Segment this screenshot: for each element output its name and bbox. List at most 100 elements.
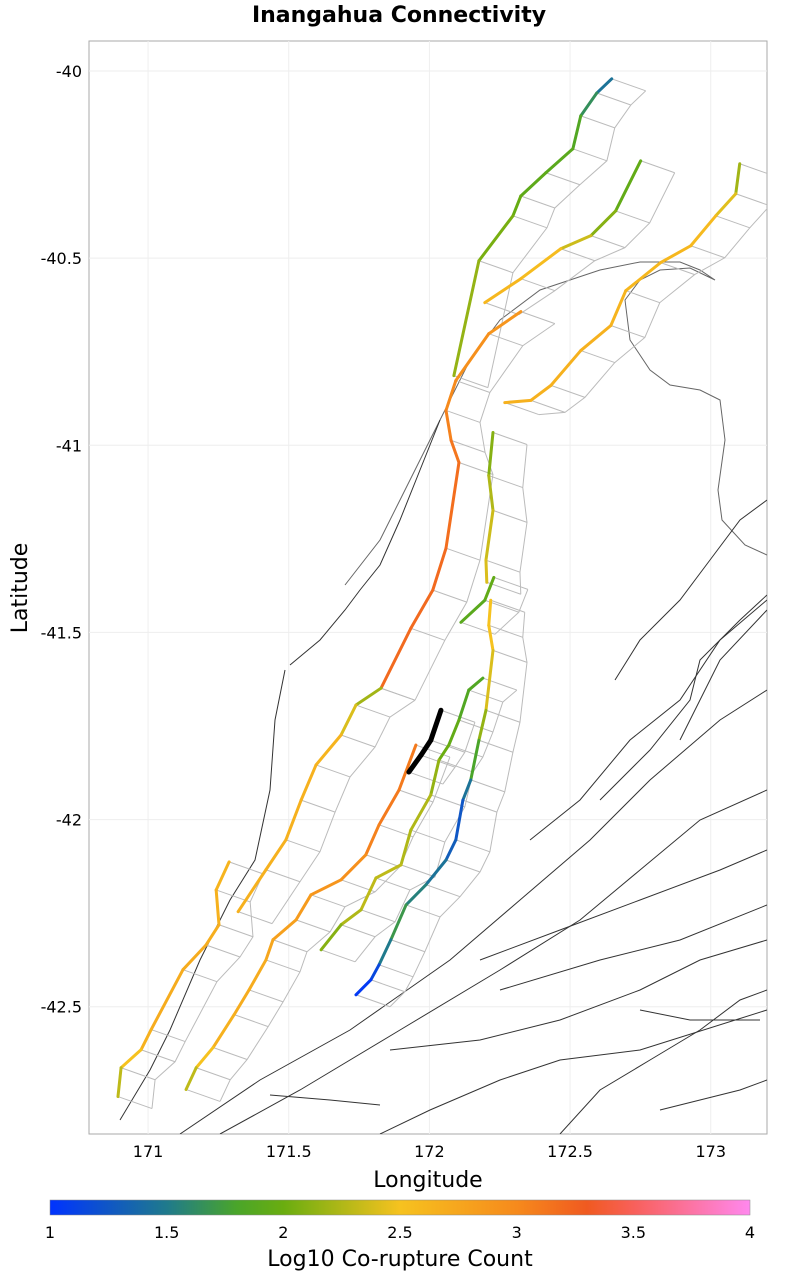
fault-section-rung [432,589,467,603]
fault-section-rung [504,402,539,416]
rupture-segment [309,878,343,897]
rupture-segment [614,159,643,213]
rupture-segment [659,244,693,265]
fault-section-rung [660,262,695,276]
fault-section-rung [611,78,646,92]
rupture-segment [116,1066,123,1099]
rupture-segment [511,194,523,218]
fault-section-lower-edge [518,172,676,316]
rupture-segment [487,474,495,512]
rupture-segment [319,923,343,952]
fault-trace [639,1009,760,1021]
rupture-segment [424,858,448,887]
colorbar-tick-label: 2.5 [387,1223,412,1242]
rupture-segment [431,546,448,592]
rupture-segment [519,171,548,198]
fault-section-rung [237,911,273,925]
fault-section-rung [490,599,525,613]
fault-section-rung [233,1014,269,1028]
rupture-segment [689,214,718,248]
fault-section-rung [378,824,414,838]
rupture-segment [624,261,663,293]
rupture-segment [214,888,221,927]
fault-section-rung [218,924,254,938]
rupture-segment [397,743,418,792]
rupture-segment [467,676,485,692]
fault-section-rung [378,964,414,978]
fault-section-rung [445,859,481,873]
fault-section-outlines [117,78,767,1110]
fault-section-rung [458,462,494,475]
fault-section-rung [492,649,528,663]
fault-section-rung [310,894,346,908]
fault-section-lower-edge [219,756,451,1102]
fault-section-rung [580,350,615,364]
rupture-segment [294,893,313,922]
fault-section-rung [408,771,444,785]
fault-section-rung [715,215,750,229]
rupture-segment [149,968,185,1032]
rupture-segment [487,310,523,336]
fault-section-rung [560,248,595,262]
rupture-segment [579,323,613,353]
fault-section-rung [320,949,356,963]
fault-section-rung [580,115,615,129]
fault-section-rung [300,799,336,813]
rupture-segment [483,575,496,602]
fault-section-rung [438,759,474,773]
rupture-segment [437,743,451,762]
rupture-segment [487,598,493,627]
fault-section-rung [315,764,351,778]
fault-section-lower-edge [354,689,518,963]
fault-section-rung [415,744,451,758]
y-tick-label: -41.5 [41,623,82,642]
fault-section-rung [212,1047,248,1061]
rupture-segment [354,978,373,997]
rupture-segment [461,778,473,802]
x-axis: 171 171.5 172 172.5 173 [133,1142,726,1161]
rupture-segment [139,1028,153,1052]
x-axis-label: Longitude [373,1168,482,1193]
fault-section-rung [445,547,481,561]
rupture-segment [519,247,563,281]
rupture-segment [377,788,401,827]
fault-section-rung [151,1029,186,1043]
fault-section-rung [625,290,660,304]
source-rupture-segment [418,737,434,758]
fault-section-rung [425,884,461,898]
rupture-segment [571,114,583,151]
y-tick-label: -41 [56,436,82,455]
rupture-segment [487,431,495,478]
fault-section-rung [512,215,548,229]
source-rupture-segment [428,707,444,743]
fault-section-rung [248,989,284,1003]
fault-section-rung [478,739,514,753]
fault-section-rung [470,779,505,793]
rupture-segment [452,259,481,378]
rupture-segment [483,277,523,305]
colorbar-tick-label: 3.5 [621,1223,646,1242]
fault-section-rung [520,311,556,325]
fault-section-rung [410,627,446,641]
rupture-segment [284,798,303,842]
rupture-segment [484,508,495,562]
fault-section-rung [493,576,528,590]
fault-section-rung [488,333,523,347]
rupture-segment [211,1013,236,1050]
fault-section-rung [340,924,376,938]
fault-section-rung [340,734,376,748]
fault-section-rung [360,909,396,923]
fault-section-rung [440,709,476,723]
rupture-segment [232,988,251,1017]
fault-section-rung [739,163,767,174]
fault-trace [379,1009,767,1134]
rupture-segment [714,192,738,218]
y-tick-label: -42 [56,811,82,830]
plot-area [88,40,768,1135]
fault-section-rung [430,794,465,808]
fault-trace [659,1079,767,1111]
rupture-segment [236,868,268,914]
fault-section-rung [405,904,441,918]
colorbar-tick-label: 3 [512,1223,522,1242]
fault-trace [179,689,767,1134]
